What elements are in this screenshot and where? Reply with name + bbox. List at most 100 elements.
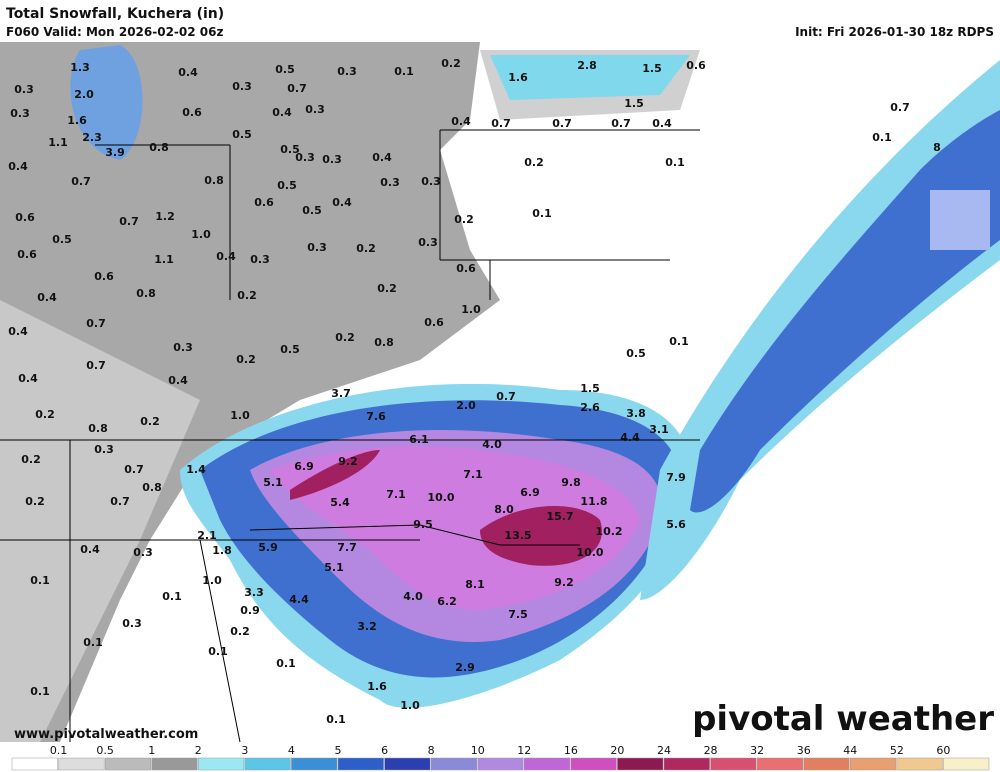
legend-tick-label: 36 <box>797 744 811 757</box>
snow-label: 0.7 <box>110 495 130 508</box>
snow-label: 0.4 <box>272 106 292 119</box>
snow-label: 0.6 <box>15 211 35 224</box>
snow-label: 0.8 <box>149 141 169 154</box>
snow-label: 0.3 <box>133 546 153 559</box>
snow-label: 15.7 <box>546 510 573 523</box>
legend-swatch <box>756 757 803 771</box>
legend-swatch <box>337 757 384 771</box>
legend-swatch <box>617 757 664 771</box>
snow-label: 0.1 <box>276 657 296 670</box>
legend-tick-label: 28 <box>704 744 718 757</box>
snow-label: 0.3 <box>10 107 30 120</box>
legend: 0.1 0.5 1 2 3 4 5 6 8 10 12 16 20 24 28 32 36 44 52 60 <box>0 742 1000 772</box>
snow-label: 4.0 <box>403 590 423 603</box>
snow-label: 3.1 <box>649 423 669 436</box>
snow-label: 0.3 <box>305 103 325 116</box>
snow-label: 2.1 <box>197 529 217 542</box>
snow-label: 10.2 <box>595 525 622 538</box>
snow-label: 4.4 <box>620 431 640 444</box>
snow-label: 7.5 <box>508 608 528 621</box>
snow-label: 0.6 <box>424 316 444 329</box>
snow-label: 11.8 <box>580 495 607 508</box>
snow-label: 4.0 <box>482 438 502 451</box>
snow-label: 6.9 <box>294 460 314 473</box>
snow-label: 5.9 <box>258 541 278 554</box>
snow-label: 0.4 <box>168 374 188 387</box>
snow-label: 1.1 <box>154 253 174 266</box>
snow-label: 0.5 <box>302 204 322 217</box>
legend-swatch <box>58 757 105 771</box>
legend-tick-label: 1 <box>148 744 155 757</box>
snow-label: 0.3 <box>322 153 342 166</box>
legend-swatch <box>384 757 431 771</box>
snow-label: 6.1 <box>409 433 429 446</box>
snow-label: 7.1 <box>463 468 483 481</box>
snow-label: 0.8 <box>136 287 156 300</box>
legend-tick-label: 60 <box>936 744 950 757</box>
snow-label: 0.8 <box>374 336 394 349</box>
legend-tick-label: 20 <box>610 744 624 757</box>
snow-label: 0.3 <box>337 65 357 78</box>
legend-tick-label: 12 <box>517 744 531 757</box>
snow-label: 0.7 <box>611 117 631 130</box>
snow-label: 0.3 <box>94 443 114 456</box>
snow-label: 10.0 <box>576 546 603 559</box>
snow-label: 6.2 <box>437 595 457 608</box>
snow-label: 0.1 <box>208 645 228 658</box>
snow-label: 0.4 <box>332 196 352 209</box>
legend-swatch <box>11 757 58 771</box>
legend-tick-label: 4 <box>288 744 295 757</box>
snow-label: 0.5 <box>52 233 72 246</box>
snow-label: 0.1 <box>669 335 689 348</box>
snow-label: 1.5 <box>624 97 644 110</box>
snow-label: 0.4 <box>652 117 672 130</box>
snow-label: 0.1 <box>162 590 182 603</box>
snow-label: 0.4 <box>451 115 471 128</box>
snow-label: 0.4 <box>216 250 236 263</box>
snow-label: 0.7 <box>124 463 144 476</box>
snow-label: 0.6 <box>17 248 37 261</box>
snow-label: 7.6 <box>366 410 386 423</box>
snow-label: 1.4 <box>186 463 206 476</box>
legend-swatch <box>943 757 990 771</box>
legend-tick-label: 32 <box>750 744 764 757</box>
legend-tick-label: 24 <box>657 744 671 757</box>
legend-swatch <box>524 757 571 771</box>
snow-label: 1.8 <box>212 544 232 557</box>
snow-label: 2.9 <box>455 661 475 674</box>
snow-label: 1.5 <box>642 62 662 75</box>
legend-tick-label: 5 <box>335 744 342 757</box>
snow-label: 0.2 <box>25 495 45 508</box>
snow-label: 1.1 <box>48 136 68 149</box>
snow-label: 1.6 <box>367 680 387 693</box>
snow-label: 0.7 <box>86 317 106 330</box>
snow-label: 5.1 <box>263 476 283 489</box>
snow-label: 0.4 <box>80 543 100 556</box>
website: www.pivotalweather.com <box>14 727 198 742</box>
snow-label: 0.7 <box>119 215 139 228</box>
state-borders <box>0 129 700 743</box>
snow-label: 2.3 <box>82 131 102 144</box>
snow-label: 5.6 <box>666 518 686 531</box>
snow-label: 0.3 <box>232 80 252 93</box>
snow-label: 1.0 <box>191 228 211 241</box>
snow-label: 8.0 <box>494 503 514 516</box>
snow-label: 0.3 <box>380 176 400 189</box>
snow-label: 1.0 <box>202 574 222 587</box>
snow-label: 0.5 <box>232 128 252 141</box>
snow-label: 0.3 <box>122 617 142 630</box>
snow-label: 0.3 <box>295 151 315 164</box>
snow-label: 13.5 <box>504 529 531 542</box>
snow-label: 0.2 <box>335 331 355 344</box>
snow-label: 0.7 <box>71 175 91 188</box>
legend-tick-label: 0.1 <box>50 744 68 757</box>
snow-label: 0.3 <box>307 241 327 254</box>
snow-label: 6.9 <box>520 486 540 499</box>
snow-label: 0.5 <box>275 63 295 76</box>
valid-time: F060 Valid: Mon 2026-02-02 06z <box>6 25 223 39</box>
snow-label: 3.7 <box>331 387 351 400</box>
snow-label: 1.5 <box>580 382 600 395</box>
snow-label: 0.2 <box>236 353 256 366</box>
snow-label: 0.5 <box>280 343 300 356</box>
snow-label: 0.5 <box>626 347 646 360</box>
